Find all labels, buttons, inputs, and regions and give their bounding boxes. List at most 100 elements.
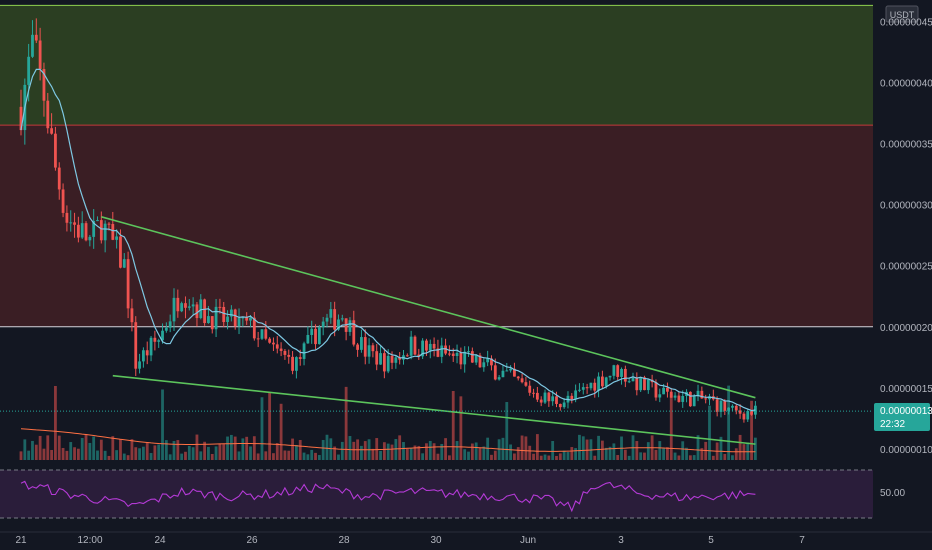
volume-bar	[325, 434, 329, 460]
volume-bar	[696, 435, 700, 460]
volume-bar	[440, 443, 444, 460]
volume-bar	[570, 447, 574, 460]
candle-body	[467, 351, 470, 353]
volume-bar	[295, 444, 298, 460]
candle-body	[34, 34, 38, 41]
volume-bar	[287, 450, 291, 460]
volume-bar	[363, 441, 367, 460]
candle-body	[505, 370, 509, 372]
currency-badge[interactable]	[885, 5, 919, 23]
candle-body	[666, 387, 669, 392]
candle-body	[272, 342, 275, 345]
volume-bar	[184, 451, 187, 460]
candle-body	[692, 395, 696, 407]
volume-bar	[639, 452, 643, 460]
volume-bar	[616, 455, 620, 460]
candle-body	[333, 309, 337, 330]
candle-body	[46, 100, 50, 129]
volume-bar	[272, 453, 275, 460]
candle-body	[470, 351, 474, 363]
volume-bar	[386, 443, 390, 460]
price-axis[interactable]: USDT 0.00000045 0.00000040 0.00000035 0.000…	[873, 0, 932, 532]
candle-body	[555, 396, 558, 404]
candle-body	[153, 337, 157, 342]
volume-bar	[99, 439, 103, 460]
candle-body	[157, 340, 161, 342]
candle-body	[298, 357, 302, 359]
volume-bar	[700, 448, 704, 460]
candle-body	[199, 299, 203, 319]
volume-bar	[107, 455, 111, 460]
time-axis[interactable]: 21 12:00 24 26 28 30 Jun 3 5 7	[0, 531, 932, 546]
volume-bar	[302, 452, 306, 460]
volume-bar	[574, 448, 578, 460]
volume-bar	[669, 393, 673, 460]
candlesticks	[19, 18, 757, 423]
zone-1	[0, 125, 873, 327]
price-label: 0.00000010	[880, 445, 932, 456]
candle-body	[363, 337, 367, 357]
candle-body	[126, 259, 130, 309]
volume-bar	[455, 441, 459, 460]
volume-bar	[34, 444, 38, 460]
volume-bar	[340, 441, 344, 460]
candle-body	[631, 377, 635, 382]
candle-body	[497, 377, 501, 380]
volume-bar	[275, 443, 279, 460]
volume-bar	[532, 453, 535, 460]
candle-body	[222, 306, 226, 323]
candle-body	[42, 69, 46, 101]
volume-bar	[321, 439, 325, 460]
volume-bar	[417, 445, 421, 460]
volume-bar	[421, 453, 425, 460]
volume-bar	[138, 448, 141, 460]
candle-body	[597, 376, 600, 391]
candle-body	[715, 399, 719, 412]
time-label: 21	[15, 535, 27, 546]
volume-bar	[719, 436, 723, 460]
candle-body	[535, 392, 539, 400]
candle-body	[325, 317, 329, 322]
volume-bar	[681, 441, 685, 460]
volume-bar	[566, 452, 570, 460]
volume-bar	[226, 436, 229, 460]
sma-line	[20, 68, 756, 412]
candle-body	[275, 344, 279, 349]
volume-bar	[360, 445, 363, 460]
candle-body	[662, 387, 665, 395]
candle-body	[337, 319, 340, 330]
candle-body	[490, 358, 493, 366]
candle-body	[570, 395, 574, 400]
candle-body	[203, 299, 206, 324]
candle-body	[677, 395, 681, 402]
candle-body	[643, 377, 646, 391]
volume-bar	[80, 437, 84, 460]
volume-bar	[92, 436, 96, 460]
candle-body	[50, 128, 53, 134]
volume-bar	[42, 448, 46, 460]
time-label: 24	[154, 535, 166, 546]
candle-body	[164, 327, 168, 331]
candle-body	[516, 376, 520, 379]
candle-body	[348, 320, 352, 332]
volume-bar	[654, 449, 658, 460]
volume-bar	[88, 442, 92, 460]
candle-body	[413, 336, 417, 355]
volume-bar	[547, 455, 551, 460]
candle-body	[314, 328, 317, 345]
volume-bar	[19, 451, 23, 460]
volume-bar	[436, 453, 440, 460]
candle-body	[317, 327, 321, 345]
candle-body	[646, 379, 650, 391]
candle-body	[214, 306, 218, 330]
candle-body	[409, 336, 413, 356]
volume-bar	[516, 447, 520, 460]
volume-bar	[54, 386, 57, 460]
rsi-line	[20, 480, 756, 513]
volume-bar	[578, 434, 581, 460]
volume-bar	[252, 436, 256, 460]
volume-bar	[134, 447, 138, 460]
volume-bar	[76, 448, 80, 460]
zone-0	[0, 5, 873, 126]
